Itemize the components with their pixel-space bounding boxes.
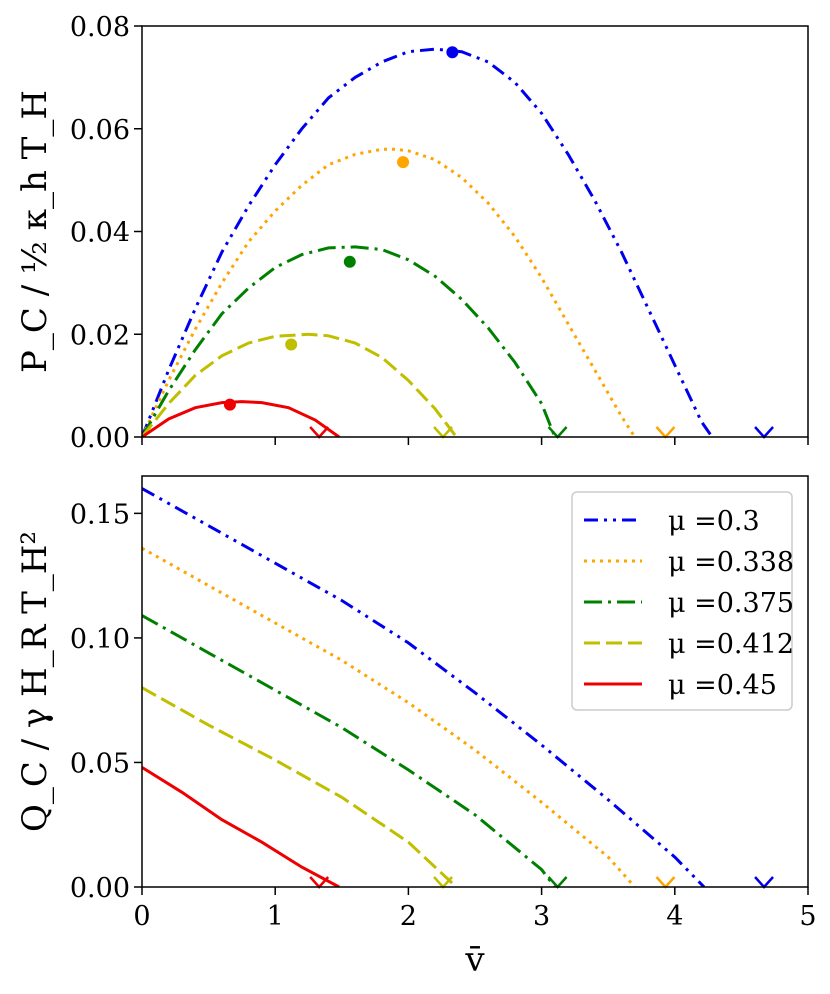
top-limit-marker-1 xyxy=(655,426,676,439)
bottom-x-axis-label: v̄ xyxy=(464,940,485,980)
top-optimum-point-1 xyxy=(397,156,410,169)
legend-label-2: μ =0.375 xyxy=(668,588,794,619)
top-y-tick-label-1: 0.02 xyxy=(70,320,130,351)
bottom-series-line-3 xyxy=(142,686,458,887)
legend-label-0: μ =0.3 xyxy=(668,506,760,537)
top-optimum-point-2 xyxy=(343,255,356,268)
top-limit-marker-2 xyxy=(547,426,568,439)
top-series-line-0 xyxy=(142,47,714,437)
top-limit-marker-4 xyxy=(309,426,330,439)
top-optimum-point-0 xyxy=(446,46,459,59)
bottom-limit-marker-0 xyxy=(754,876,774,889)
bottom-series-line-4 xyxy=(142,766,340,887)
legend-label-3: μ =0.412 xyxy=(668,629,794,660)
bottom-y-tick-label-3: 0.15 xyxy=(70,499,130,530)
bottom-y-tick-label-1: 0.05 xyxy=(70,748,130,779)
top-optimum-point-4 xyxy=(223,398,236,411)
top-y-tick-label-4: 0.08 xyxy=(70,12,130,43)
top-series-line-3 xyxy=(142,332,458,437)
top-y-tick-label-0: 0.00 xyxy=(70,423,130,454)
legend-label-4: μ =0.45 xyxy=(668,670,777,701)
bottom-x-tick-label-2: 2 xyxy=(400,901,417,932)
top-panel: 0.00 0.02 0.04 0.06 0.08 P_C / ½ κ_h T_H xyxy=(15,12,809,454)
top-y-axis-label: P_C / ½ κ_h T_H xyxy=(15,90,55,373)
bottom-limit-marker-2 xyxy=(547,876,568,889)
legend-box xyxy=(571,491,793,711)
bottom-x-tick-label-0: 0 xyxy=(133,901,150,932)
top-optimum-point-3 xyxy=(285,338,298,351)
bottom-x-tick-label-3: 3 xyxy=(533,901,550,932)
top-series-line-4 xyxy=(142,400,340,437)
top-series-line-1 xyxy=(142,147,637,437)
bottom-panel: 0 1 2 3 4 5 0.00 0.05 0.10 0.15 Q_C / γ H_R T_H² v̄… xyxy=(15,475,817,980)
bottom-axes-frame xyxy=(141,475,809,888)
bottom-y-tick-label-0: 0.00 xyxy=(70,873,130,904)
top-limit-marker-3 xyxy=(433,426,453,439)
top-y-tick-label-2: 0.04 xyxy=(70,218,130,249)
bottom-x-tick-label-4: 4 xyxy=(666,901,683,932)
top-limit-marker-0 xyxy=(754,426,774,439)
legend-label-1: μ =0.338 xyxy=(668,547,794,578)
bottom-limit-marker-1 xyxy=(655,876,676,889)
top-axes-frame xyxy=(141,25,809,438)
bottom-x-tick-label-5: 5 xyxy=(799,901,816,932)
top-series-line-2 xyxy=(142,245,557,437)
bottom-series-line-0 xyxy=(142,487,706,887)
bottom-y-tick-label-2: 0.10 xyxy=(70,624,130,655)
bottom-series-line-1 xyxy=(142,546,636,887)
bottom-x-tick-label-1: 1 xyxy=(267,901,284,932)
bottom-limit-marker-4 xyxy=(309,876,330,889)
bottom-y-axis-label: Q_C / γ H_R T_H² xyxy=(15,531,55,832)
top-y-tick-label-3: 0.06 xyxy=(70,115,130,146)
bottom-series-line-2 xyxy=(142,614,557,887)
